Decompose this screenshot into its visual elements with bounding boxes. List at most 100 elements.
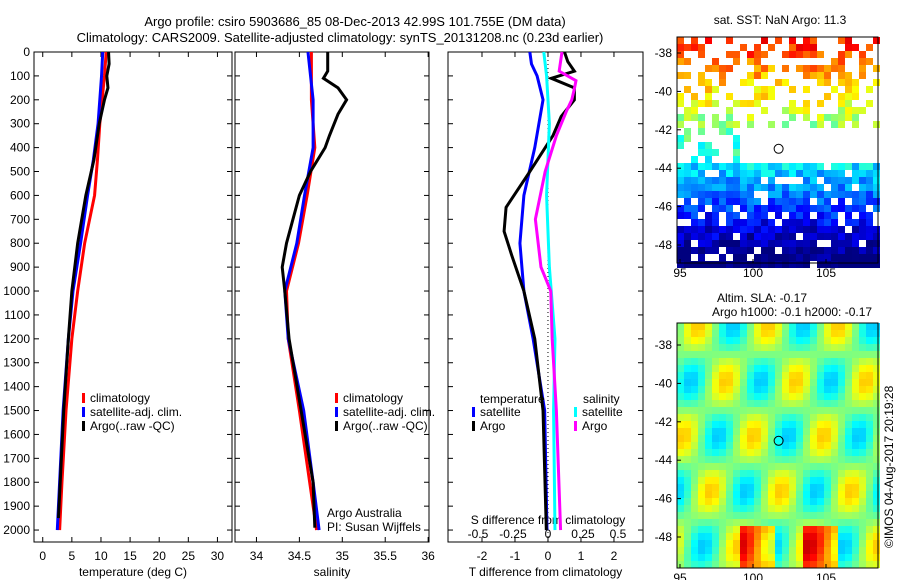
map-cell xyxy=(719,330,726,337)
map-cell xyxy=(684,526,691,533)
map-cell xyxy=(782,219,789,226)
map-cell xyxy=(677,470,684,477)
map-cell xyxy=(873,37,880,44)
map-cell xyxy=(796,219,803,226)
map-cell xyxy=(782,435,789,442)
map-cell xyxy=(733,400,740,407)
map-cell xyxy=(726,51,733,58)
map-cell xyxy=(824,428,831,435)
map-cell xyxy=(803,240,810,247)
map-cell xyxy=(859,484,866,491)
map-cell xyxy=(726,540,733,547)
map-cell xyxy=(845,477,852,484)
map-cell xyxy=(838,79,845,86)
map-cell xyxy=(789,505,796,512)
map-cell xyxy=(698,79,705,86)
map-cell xyxy=(845,484,852,491)
map-cell xyxy=(789,114,796,121)
map-cell xyxy=(796,351,803,358)
map-cell xyxy=(719,79,726,86)
map-cell xyxy=(733,240,740,247)
map-cell xyxy=(866,386,873,393)
x-axis-label: temperature (deg C) xyxy=(79,565,187,579)
map-cell xyxy=(740,442,747,449)
map-cell xyxy=(838,477,845,484)
map-cell xyxy=(768,456,775,463)
map-cell xyxy=(845,386,852,393)
map-cell xyxy=(789,435,796,442)
map-cell xyxy=(810,254,817,261)
map-cell xyxy=(817,477,824,484)
map-cell xyxy=(726,421,733,428)
map-cell xyxy=(698,184,705,191)
map-cell xyxy=(677,428,684,435)
map-cell xyxy=(761,547,768,554)
map-cell xyxy=(754,240,761,247)
map-cell xyxy=(712,393,719,400)
map-cell xyxy=(747,505,754,512)
map-cell xyxy=(838,470,845,477)
map-cell xyxy=(845,163,852,170)
map-cell xyxy=(845,372,852,379)
map-cell xyxy=(726,337,733,344)
map-cell xyxy=(838,442,845,449)
map-cell xyxy=(873,456,880,463)
map-cell xyxy=(845,414,852,421)
map-cell xyxy=(768,323,775,330)
map-cell xyxy=(740,219,747,226)
map-cell xyxy=(747,407,754,414)
map-cell xyxy=(719,428,726,435)
map-cell xyxy=(712,100,719,107)
map-cell xyxy=(866,379,873,386)
map-cell xyxy=(775,456,782,463)
map-cell xyxy=(712,226,719,233)
map-cell xyxy=(859,435,866,442)
map-cell xyxy=(719,379,726,386)
map-cell xyxy=(733,491,740,498)
map-cell xyxy=(831,240,838,247)
map-cell xyxy=(824,470,831,477)
map-cell xyxy=(775,261,782,268)
map-cell xyxy=(838,163,845,170)
map-cell xyxy=(782,386,789,393)
map-cell xyxy=(677,365,684,372)
map-cell xyxy=(726,107,733,114)
map-cell xyxy=(712,498,719,505)
map-cell xyxy=(677,477,684,484)
map-cell xyxy=(852,323,859,330)
map-cell xyxy=(852,198,859,205)
map-cell xyxy=(705,212,712,219)
map-cell xyxy=(691,414,698,421)
map-cell xyxy=(831,407,838,414)
y-tick-label: 200 xyxy=(10,93,30,107)
map-cell xyxy=(677,344,684,351)
map-cell xyxy=(873,323,880,330)
map-cell xyxy=(852,226,859,233)
map-cell xyxy=(761,456,768,463)
map-cell xyxy=(733,449,740,456)
map-cell xyxy=(719,184,726,191)
map-cell xyxy=(747,330,754,337)
map-cell xyxy=(747,114,754,121)
map-cell xyxy=(845,323,852,330)
map-cell xyxy=(803,233,810,240)
map-cell xyxy=(796,337,803,344)
map-cell xyxy=(747,170,754,177)
map-cell xyxy=(845,114,852,121)
series-line-argo xyxy=(56,51,111,519)
map-cell xyxy=(845,44,852,51)
map-cell xyxy=(859,526,866,533)
map-cell xyxy=(733,379,740,386)
map-cell xyxy=(866,191,873,198)
map-cell xyxy=(684,344,691,351)
annotation-text: PI: Susan Wijffels xyxy=(327,520,421,534)
map-cell xyxy=(761,414,768,421)
map-cell xyxy=(740,491,747,498)
map-cell xyxy=(845,100,852,107)
map-cell xyxy=(698,386,705,393)
map-cell xyxy=(824,386,831,393)
map-cell xyxy=(684,477,691,484)
map-cell xyxy=(677,449,684,456)
map-cell xyxy=(775,407,782,414)
x-tick-label: -1 xyxy=(510,549,521,563)
